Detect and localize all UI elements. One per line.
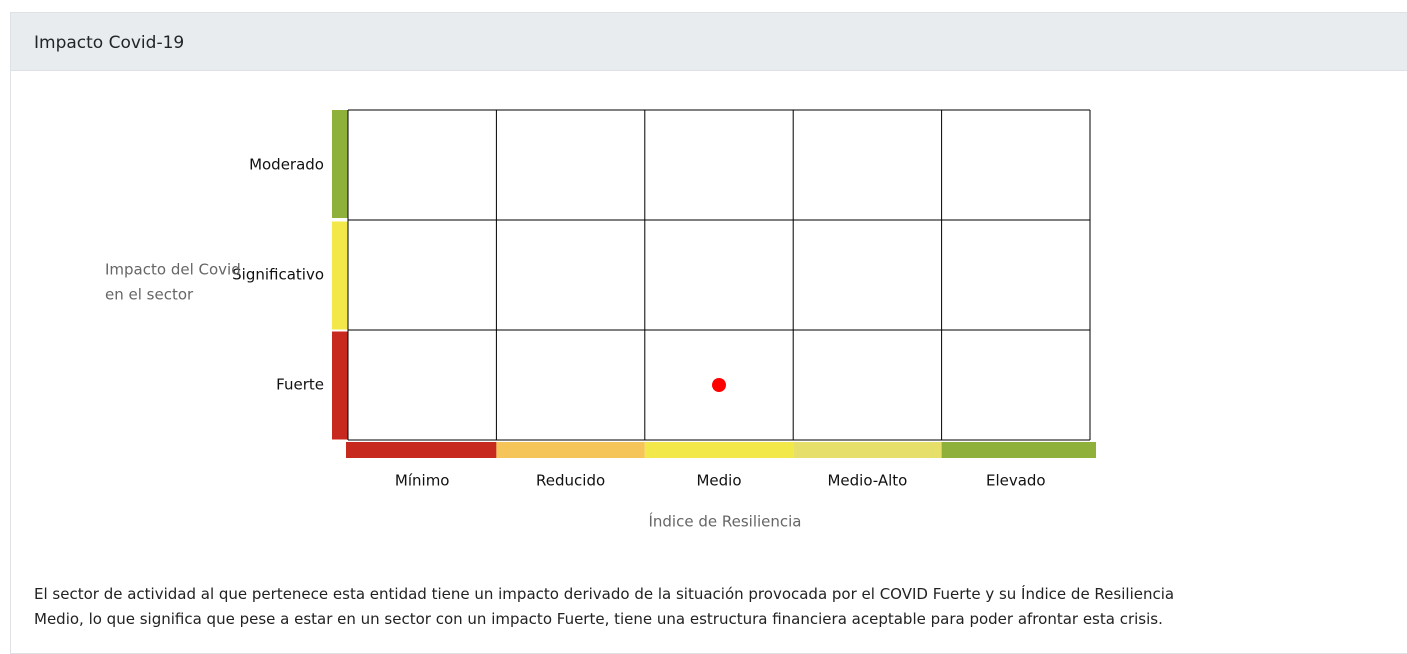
y-axis-label: en el sector <box>105 286 194 304</box>
description: El sector de actividad al que pertenece … <box>34 582 1407 632</box>
column-color-bar <box>346 442 497 458</box>
x-axis-label: Índice de Resiliencia <box>648 512 801 531</box>
column-color-bar <box>644 442 794 458</box>
matrix: Moderado Significativo Fuerte Mínimo Reducid… <box>105 109 1096 531</box>
column-label: Reducido <box>536 472 605 490</box>
panel-title: Impacto Covid-19 <box>11 13 1407 71</box>
row-label: Fuerte <box>276 376 324 394</box>
column-label: Medio <box>696 472 741 490</box>
y-axis-label: Impacto del Covid <box>105 261 241 279</box>
column-color-bar <box>496 442 645 458</box>
column-label: Medio-Alto <box>827 472 907 490</box>
column-label: Mínimo <box>395 472 450 490</box>
panel: Impacto Covid-19 <box>10 12 1407 654</box>
description-line: El sector de actividad al que pertenece … <box>34 585 1175 603</box>
column-label: Elevado <box>986 472 1046 490</box>
column-color-bar <box>941 442 1096 458</box>
column-color-bar <box>793 442 942 458</box>
row-label: Significativo <box>232 266 324 284</box>
row-color-bar <box>332 331 348 440</box>
row-color-bar <box>332 221 348 330</box>
description-line: Medio, lo que significa que pese a estar… <box>34 610 1163 628</box>
row-color-bar <box>332 110 348 218</box>
row-label: Moderado <box>249 156 324 174</box>
position-marker <box>712 378 726 392</box>
